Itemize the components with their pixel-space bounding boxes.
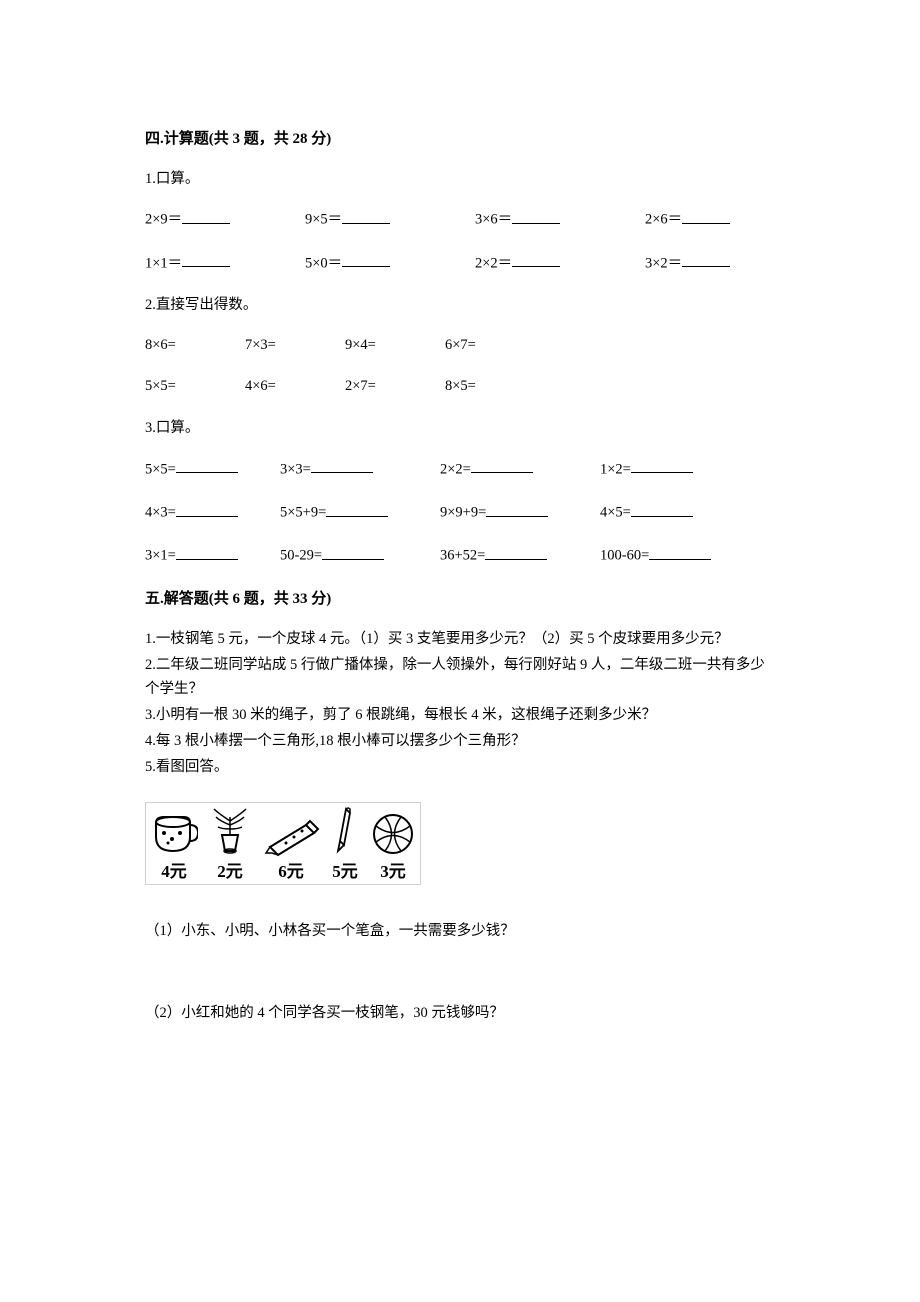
- blank: [311, 458, 373, 474]
- q1-r2-c1: 1×1＝: [145, 255, 182, 271]
- q1-r1-c2: 9×5＝: [305, 212, 342, 228]
- q2-r1-c3: 9×4=: [345, 335, 445, 357]
- pencilbox-icon: [262, 813, 320, 857]
- blank: [176, 501, 238, 517]
- q1-label: 1.口算。: [145, 169, 775, 191]
- item-cup: 4元: [150, 813, 198, 885]
- blank: [631, 501, 693, 517]
- blank: [486, 501, 548, 517]
- q2-r1-c2: 7×3=: [245, 335, 345, 357]
- blank: [512, 208, 560, 224]
- sub-question-1: （1）小东、小明、小林各买一个笔盒，一共需要多少钱？: [145, 921, 775, 943]
- q2-r2-c2: 4×6=: [245, 376, 345, 398]
- blank: [182, 208, 230, 224]
- blank: [471, 458, 533, 474]
- q3-r1-c3: 2×2=: [440, 461, 471, 477]
- word-problems: 1.一枝钢笔 5 元，一个皮球 4 元。（1）买 3 支笔要用多少元？（2）买 …: [145, 628, 775, 780]
- q1-r1-c1: 2×9＝: [145, 212, 182, 228]
- wp-4: 4.每 3 根小棒摆一个三角形,18 根小棒可以摆多少个三角形？: [145, 730, 775, 754]
- q2-label: 2.直接写出得数。: [145, 295, 775, 317]
- q3-row1: 5×5= 3×3= 2×2= 1×2=: [145, 458, 775, 481]
- pen-price: 5元: [332, 859, 358, 885]
- blank: [322, 544, 384, 560]
- wp-3: 3.小明有一根 30 米的绳子，剪了 6 根跳绳，每根长 4 米，这根绳子还剩多…: [145, 704, 775, 728]
- blank: [682, 252, 730, 268]
- q3-r1-c4: 1×2=: [600, 461, 631, 477]
- item-plant: 2元: [208, 807, 252, 885]
- q3-r2-c4: 4×5=: [600, 505, 631, 521]
- blank: [649, 544, 711, 560]
- wp-1: 1.一枝钢笔 5 元，一个皮球 4 元。（1）买 3 支笔要用多少元？（2）买 …: [145, 628, 775, 652]
- q1-row1: 2×9＝ 9×5＝ 3×6＝ 2×6＝: [145, 208, 775, 231]
- ball-price: 3元: [380, 859, 406, 885]
- q3-r3-c4: 100-60=: [600, 548, 649, 564]
- blank: [512, 252, 560, 268]
- page: 四.计算题(共 3 题，共 28 分) 1.口算。 2×9＝ 9×5＝ 3×6＝…: [0, 0, 920, 1085]
- blank: [176, 544, 238, 560]
- blank: [485, 544, 547, 560]
- q2-r2-c4: 8×5=: [445, 376, 476, 398]
- q3-row3: 3×1= 50-29= 36+52= 100-60=: [145, 544, 775, 567]
- q1-row2: 1×1＝ 5×0＝ 2×2＝ 3×2＝: [145, 252, 775, 275]
- plant-icon: [208, 807, 252, 857]
- cup-icon: [150, 813, 198, 857]
- blank: [682, 208, 730, 224]
- plant-price: 2元: [217, 859, 243, 885]
- q2-r2-c1: 5×5=: [145, 376, 245, 398]
- q3-r2-c2: 5×5+9=: [280, 505, 326, 521]
- q1-r2-c2: 5×0＝: [305, 255, 342, 271]
- blank: [342, 208, 390, 224]
- blank: [631, 458, 693, 474]
- blank: [342, 252, 390, 268]
- q3-r3-c2: 50-29=: [280, 548, 322, 564]
- q2-r1-c4: 6×7=: [445, 335, 476, 357]
- blank: [182, 252, 230, 268]
- q3-r2-c1: 4×3=: [145, 505, 176, 521]
- q2-row1: 8×6= 7×3= 9×4= 6×7=: [145, 335, 775, 357]
- item-pencilbox: 6元: [262, 813, 320, 885]
- q2-row2: 5×5= 4×6= 2×7= 8×5=: [145, 376, 775, 398]
- q2-r1-c1: 8×6=: [145, 335, 245, 357]
- item-ball: 3元: [370, 811, 416, 885]
- sub-question-2: （2）小红和她的 4 个同学各买一枝钢笔，30 元钱够吗？: [145, 1003, 775, 1025]
- q1-r1-c3: 3×6＝: [475, 212, 512, 228]
- q1-r2-c3: 2×2＝: [475, 255, 512, 271]
- ball-icon: [370, 811, 416, 857]
- q1-r2-c4: 3×2＝: [645, 255, 682, 271]
- q1-r1-c4: 2×6＝: [645, 212, 682, 228]
- item-pen: 5元: [330, 805, 360, 885]
- section4-title: 四.计算题(共 3 题，共 28 分): [145, 128, 775, 151]
- wp-5: 5.看图回答。: [145, 756, 775, 780]
- blank: [176, 458, 238, 474]
- q3-label: 3.口算。: [145, 418, 775, 440]
- pencilbox-price: 6元: [278, 859, 304, 885]
- items-figure: 4元 2元: [145, 802, 775, 886]
- q2-r2-c3: 2×7=: [345, 376, 445, 398]
- q3-r3-c3: 36+52=: [440, 548, 485, 564]
- pen-icon: [330, 805, 360, 857]
- q3-row2: 4×3= 5×5+9= 9×9+9= 4×5=: [145, 501, 775, 524]
- cup-price: 4元: [161, 859, 187, 885]
- wp-2: 2.二年级二班同学站成 5 行做广播体操，除一人领操外，每行刚好站 9 人，二年…: [145, 654, 775, 702]
- q3-r1-c2: 3×3=: [280, 461, 311, 477]
- q3-r3-c1: 3×1=: [145, 548, 176, 564]
- section5-title: 五.解答题(共 6 题，共 33 分): [145, 588, 775, 611]
- q3-r1-c1: 5×5=: [145, 461, 176, 477]
- items-box: 4元 2元: [145, 802, 421, 886]
- q3-r2-c3: 9×9+9=: [440, 505, 486, 521]
- blank: [326, 501, 388, 517]
